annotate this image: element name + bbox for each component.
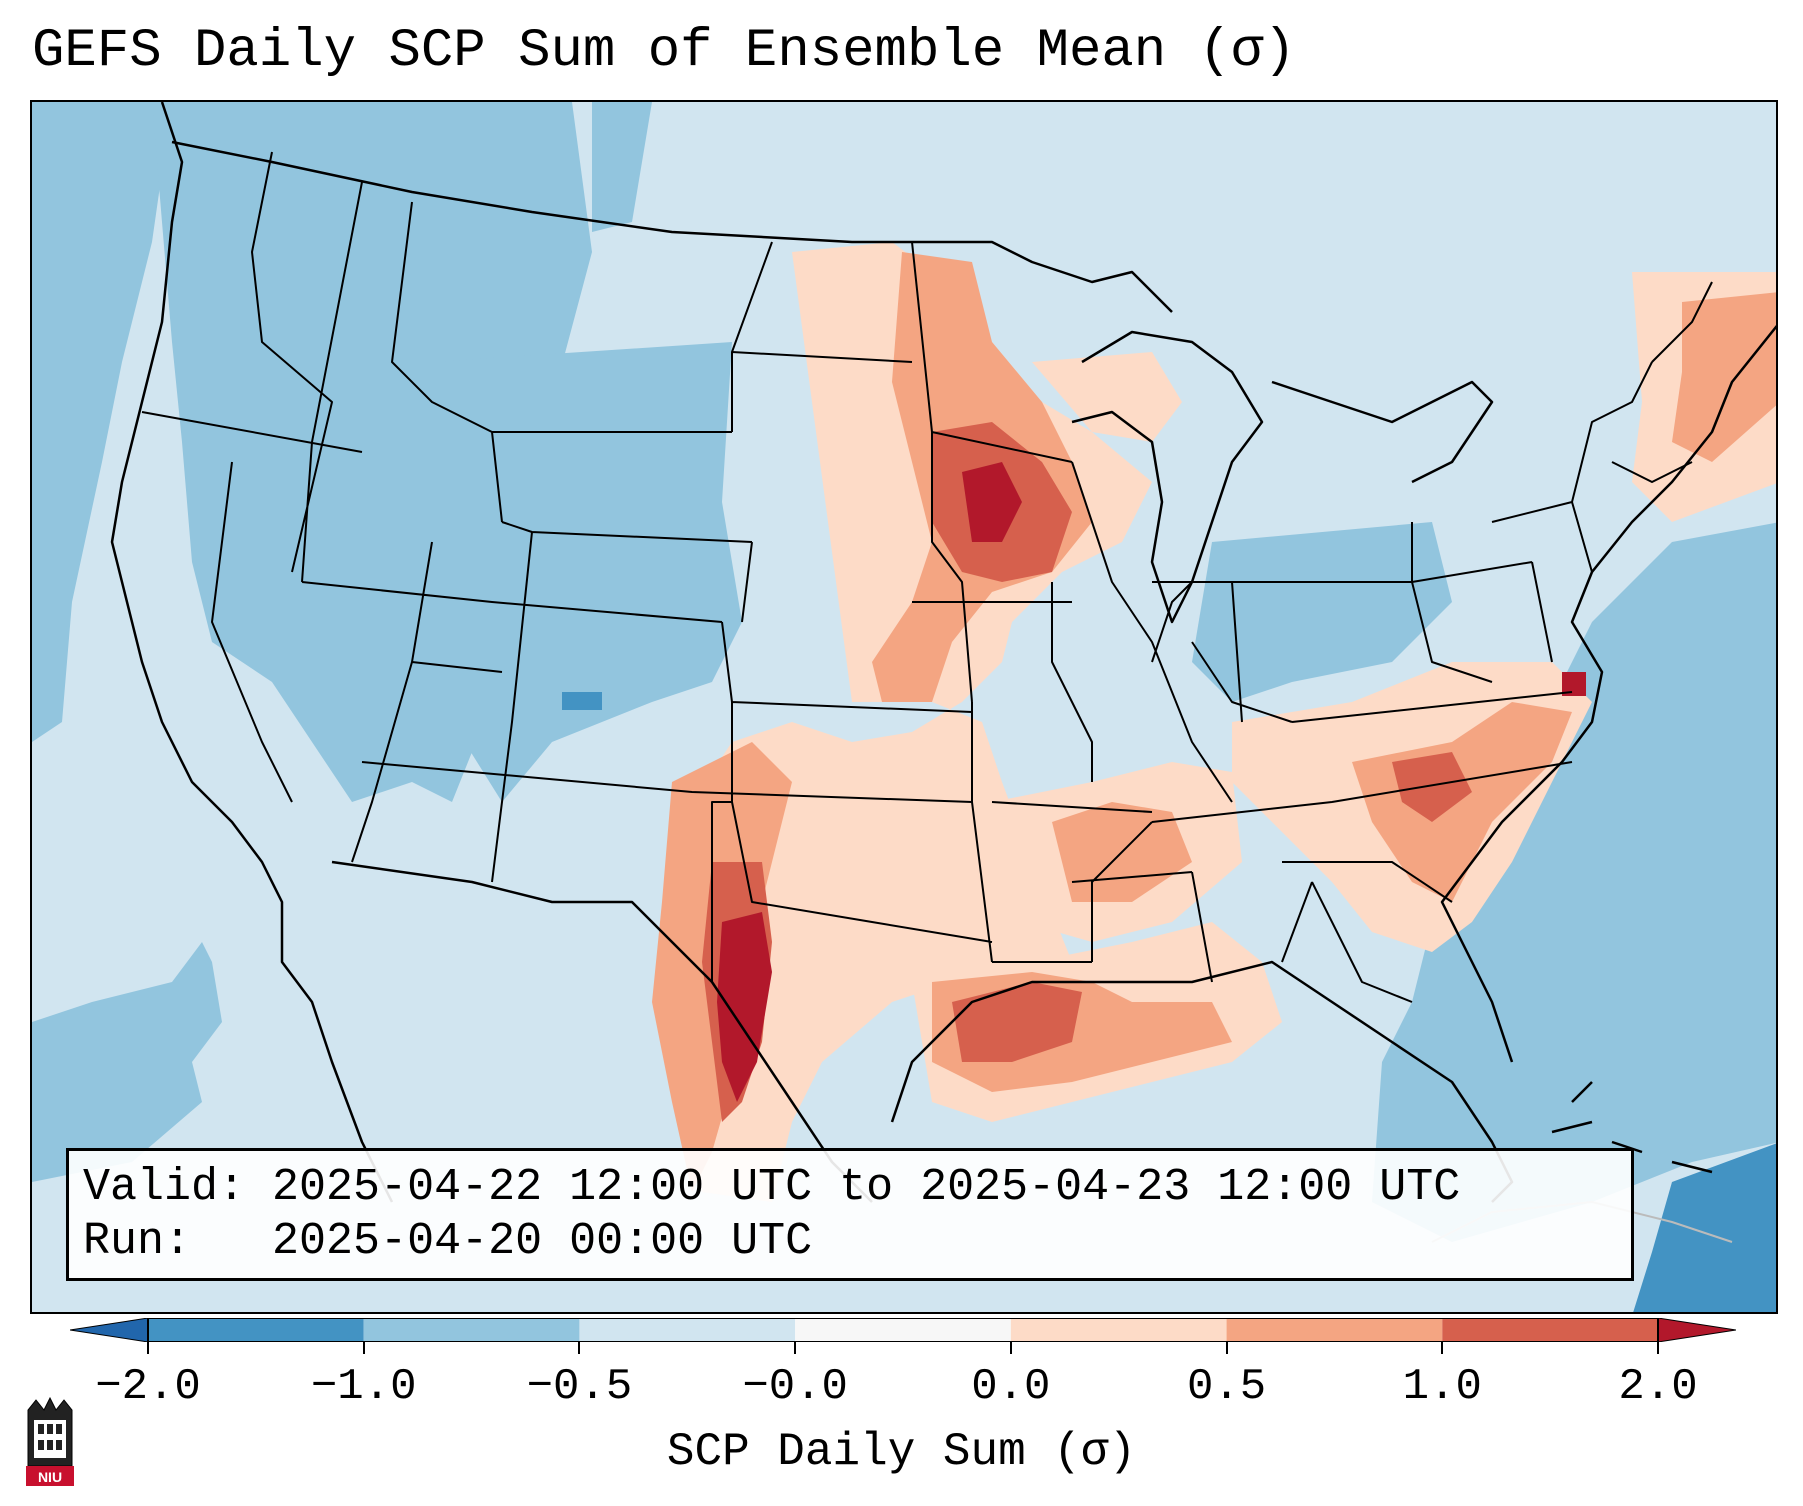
colorbar-tick-label: −0.0 [742,1362,848,1412]
colorbar-title: SCP Daily Sum (σ) [666,1426,1137,1478]
colorbar-tick-label: 1.0 [1402,1362,1482,1412]
run-value: 2025-04-20 00:00 UTC [272,1216,813,1267]
us-canada-border [171,140,1173,313]
colorbar-segment [1226,1318,1443,1342]
rockies-field [432,342,742,802]
new-england-medium [1672,292,1776,462]
colorbar-tick [1657,1342,1659,1354]
colorbar-segment [148,1318,364,1342]
bahamas-islands [1551,1081,1713,1174]
colorbar-tick [794,1342,797,1354]
positive-anomaly-fields [652,242,1776,1202]
west-coastline [110,102,394,1203]
colorbar-extension-low [69,1317,149,1343]
map-title: GEFS Daily SCP Sum of Ensemble Mean (σ) [32,21,1296,82]
mexico-border [331,860,873,1203]
colorbar-extension-high [1657,1317,1737,1343]
colorbar-tick [1225,1342,1228,1354]
colorbar [69,1317,1737,1343]
valid-row: Valid: 2025-04-22 12:00 UTC to 2025-04-2… [83,1161,1617,1215]
ohio-valley-field [1192,522,1452,702]
atlantic-field [1372,522,1776,1242]
colorbar-tick-label: −2.0 [95,1362,201,1412]
run-row: Run: 2025-04-20 00:00 UTC [83,1215,1617,1269]
boundaries [110,102,1776,1243]
dryline-max [717,912,772,1102]
colorbar-segment [795,1318,1011,1342]
great-lakes-east [1271,380,1494,484]
valid-value: 2025-04-22 12:00 UTC to 2025-04-23 12:00… [272,1162,1461,1213]
pacific-ocean-south-field [32,942,222,1182]
scp-map [32,102,1776,1312]
texas-gulf-dark [952,982,1082,1062]
caribbean-field [1633,1143,1776,1312]
pacific-ocean-field [32,102,172,742]
carolinas-dark [1392,752,1472,822]
colorbar-svg [69,1317,1737,1343]
valid-label: Valid: [83,1162,246,1213]
colorbar-segment [363,1318,580,1342]
colorbar-segment [1010,1318,1227,1342]
iowa-max [962,462,1022,542]
colorbar-tick-label: 2.0 [1618,1362,1698,1412]
colorbar-segment [579,1318,796,1342]
niu-logo-text: NIU [38,1469,62,1485]
great-lakes-outline [1071,330,1264,624]
canada-north-field [592,102,652,232]
colorbar-segment [1442,1318,1658,1342]
niu-logo: NIU [22,1390,78,1490]
colorbar-tick [1441,1342,1444,1354]
gulf-coastline [890,960,1514,1203]
colorbar-tick [1009,1342,1012,1354]
valid-run-info-box: Valid: 2025-04-22 12:00 UTC to 2025-04-2… [66,1148,1634,1281]
negative-anomaly-fields [32,102,1776,1312]
colorado-patch [562,692,602,710]
great-lakes-light [1032,352,1182,442]
map-panel [30,100,1778,1314]
colorbar-tick [147,1342,149,1354]
state-lines [141,151,1713,1003]
colorbar-tick [362,1342,365,1354]
run-label: Run: [83,1216,192,1267]
southeast-medium [1352,702,1572,902]
colorbar-tick-label: −0.5 [526,1362,633,1412]
colorbar-tick-label: −1.0 [310,1362,417,1412]
colorbar-tick-label: 0.0 [971,1362,1051,1412]
colorbar-tick-label: 0.5 [1186,1362,1267,1412]
colorbar-tick [578,1342,581,1354]
